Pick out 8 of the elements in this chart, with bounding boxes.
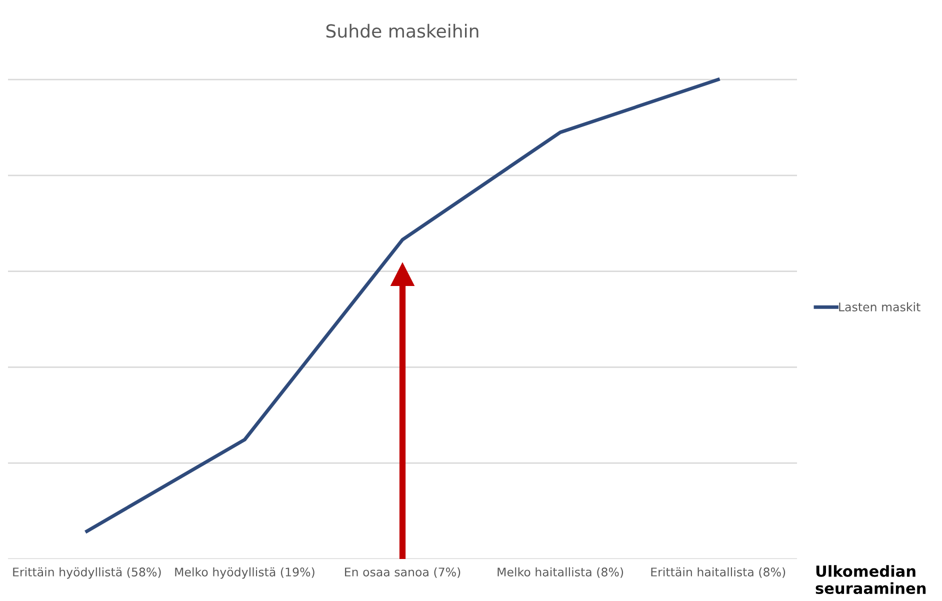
x-tick-label: Melko hyödyllistä (19%) bbox=[175, 567, 314, 579]
x-tick-label: Erittäin haitallista (8%) bbox=[651, 567, 786, 578]
x-tick-label: Erittäin hyödyllistä (58%) bbox=[13, 567, 161, 579]
chart-title: Suhde maskeihin bbox=[326, 24, 478, 38]
legend-label: Lasten maskit bbox=[839, 302, 920, 312]
text: Ulkomedian seuraaminen bbox=[816, 565, 926, 594]
x-tick-label: En osaa sanoa (7%) bbox=[345, 567, 460, 578]
x-tick-label: Melko haitallista (8%) bbox=[498, 567, 624, 578]
